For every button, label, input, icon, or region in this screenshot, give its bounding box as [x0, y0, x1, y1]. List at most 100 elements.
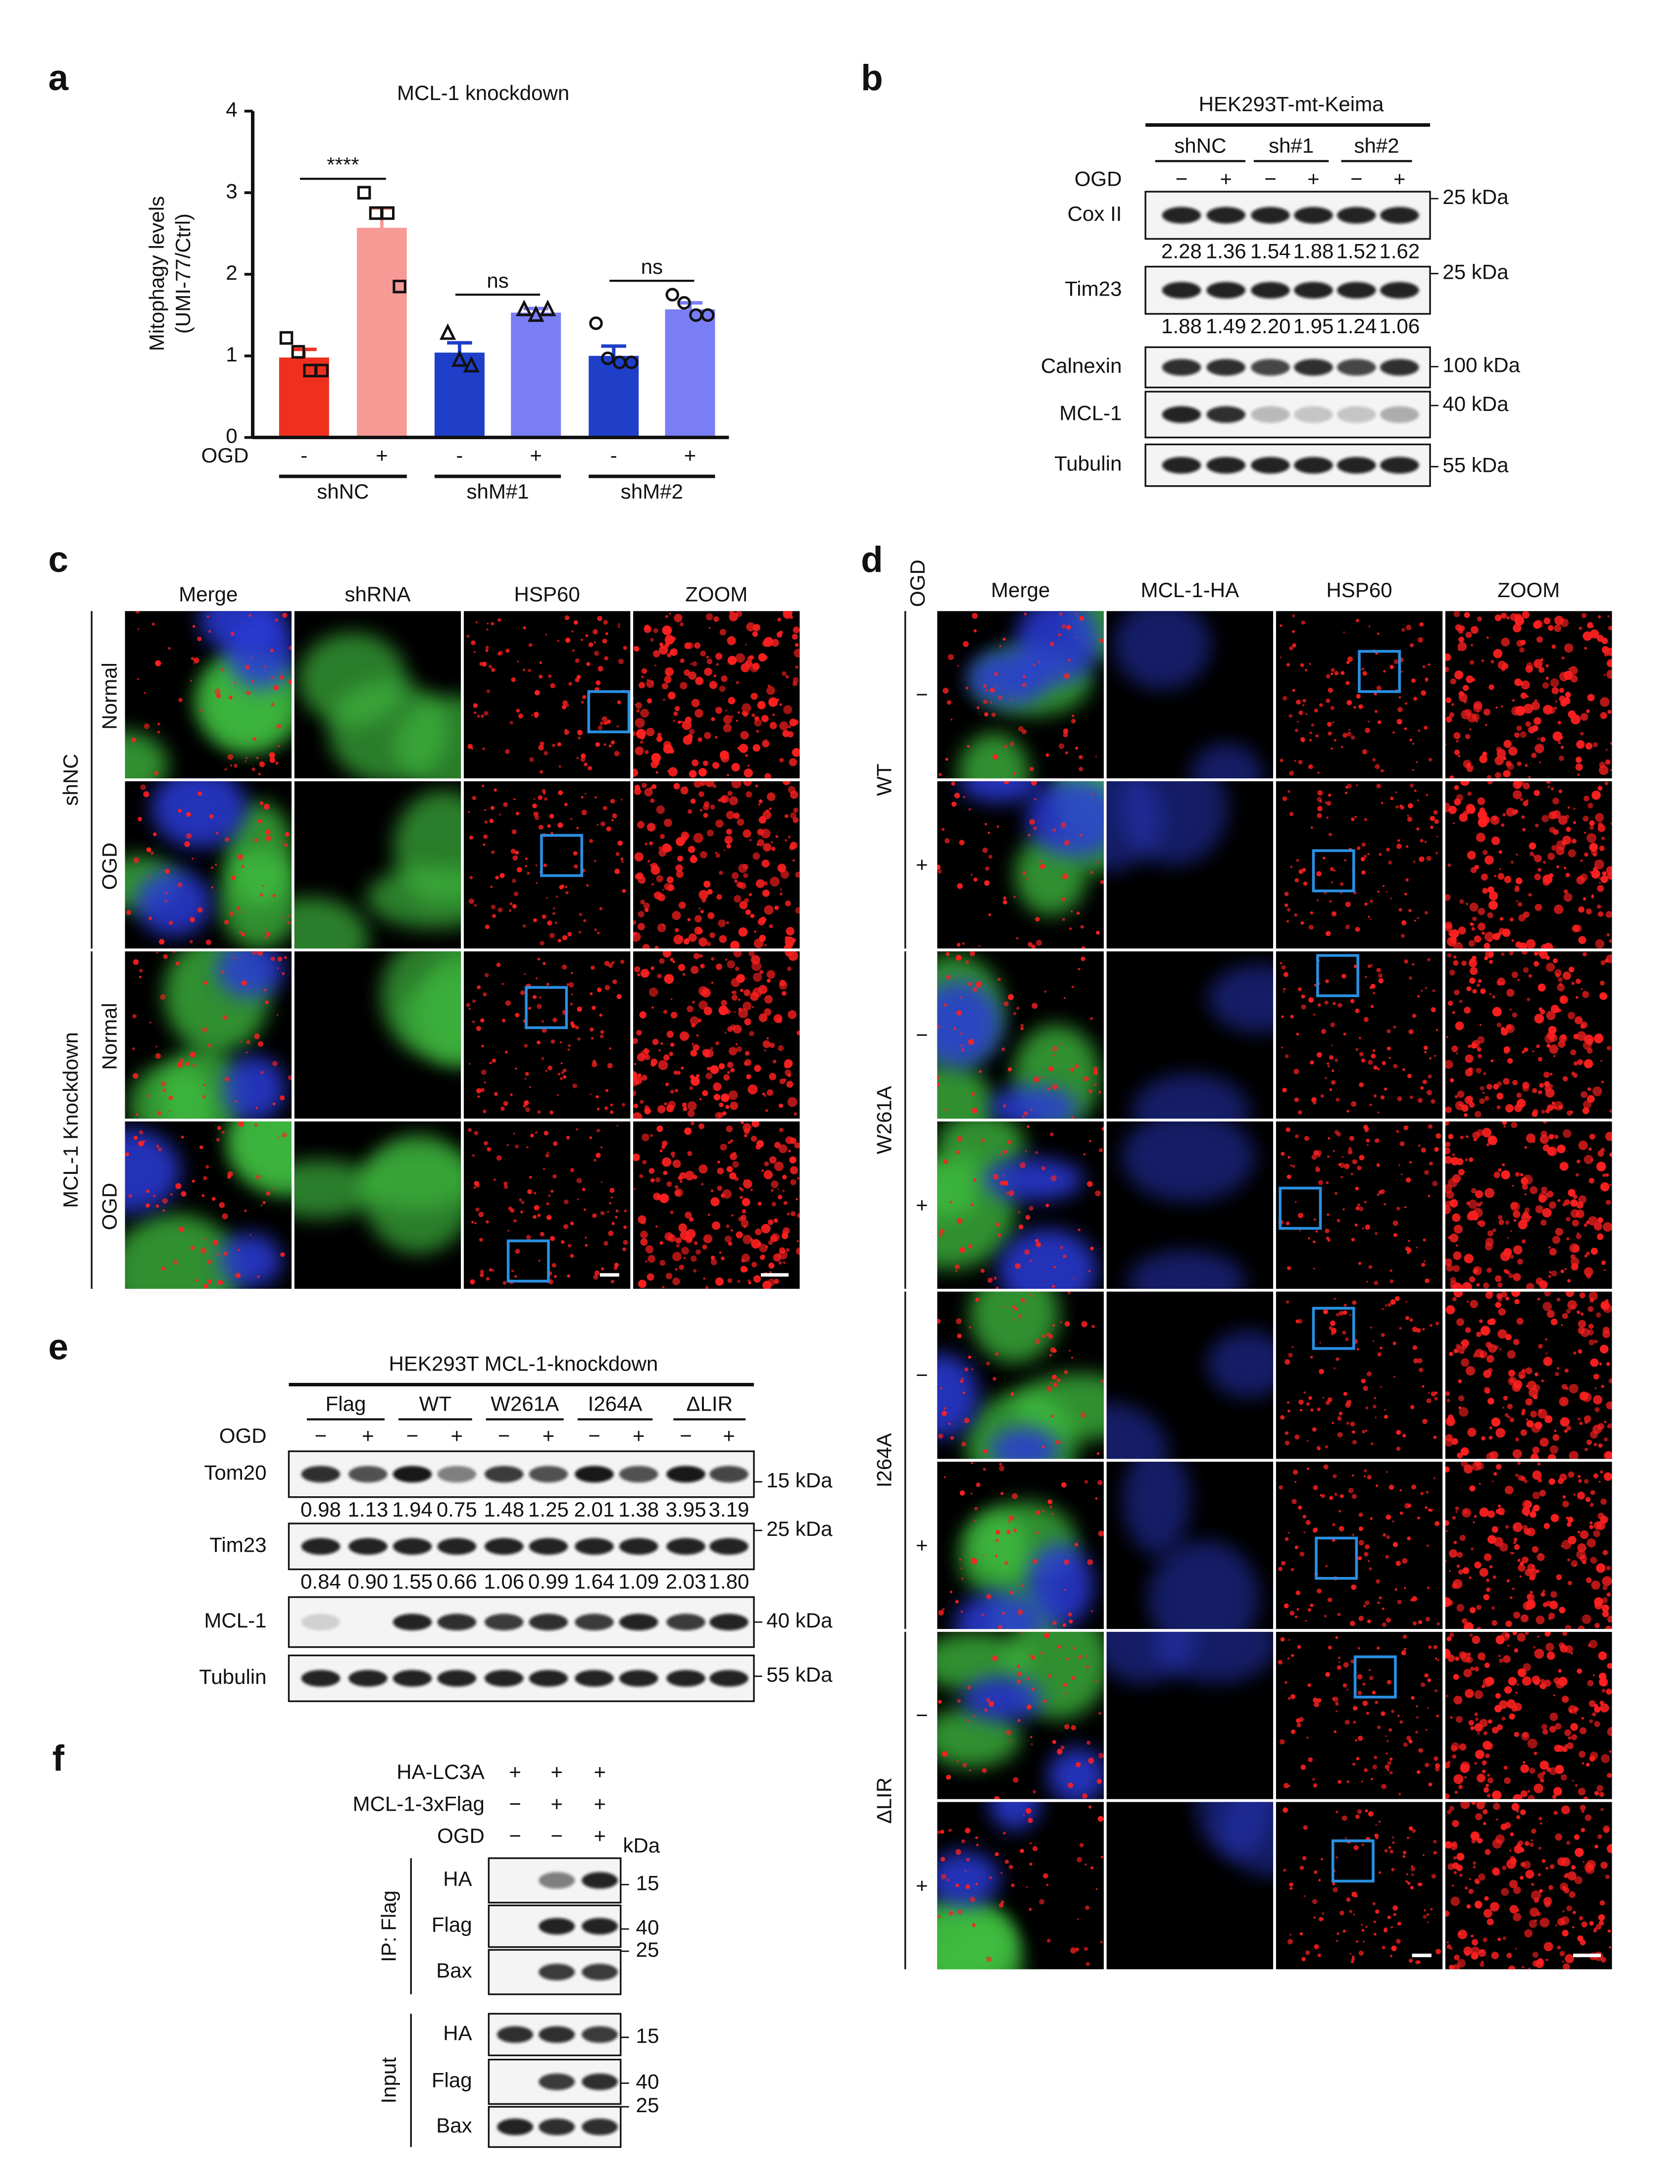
- speckle: [611, 1221, 615, 1225]
- speckle: [962, 942, 965, 945]
- speckle: [1537, 1635, 1539, 1638]
- speckle: [1523, 967, 1529, 973]
- speckle: [1544, 1631, 1551, 1637]
- speckle: [1059, 612, 1063, 616]
- speckle: [1319, 1342, 1321, 1344]
- speckle: [946, 974, 951, 980]
- speckle: [485, 646, 489, 650]
- speckle: [1502, 813, 1506, 816]
- speckle: [698, 768, 707, 777]
- band: [1162, 406, 1201, 423]
- speckle: [550, 1190, 554, 1193]
- speckle: [1524, 1047, 1529, 1052]
- speckle: [657, 923, 666, 932]
- speckle: [1483, 1594, 1489, 1601]
- speckle: [646, 727, 655, 737]
- speckle: [168, 647, 171, 650]
- speckle: [716, 894, 722, 900]
- speckle: [617, 840, 623, 846]
- speckle: [1482, 1091, 1485, 1094]
- speckle: [1577, 1491, 1585, 1500]
- speckle: [1306, 1440, 1309, 1442]
- cell-signal: [199, 611, 284, 652]
- speckle: [955, 1270, 958, 1272]
- cell-signal: [294, 1160, 381, 1218]
- speckle: [1600, 1703, 1609, 1713]
- speckle: [1385, 1752, 1388, 1755]
- speckle: [1084, 1947, 1088, 1951]
- speckle: [1042, 1510, 1044, 1512]
- speckle: [1514, 732, 1520, 738]
- speckle: [1546, 1011, 1556, 1020]
- speckle: [1564, 1429, 1568, 1433]
- speckle: [1355, 927, 1360, 932]
- speckle: [642, 881, 644, 883]
- group-label: shM#1: [466, 480, 529, 503]
- speckle: [1284, 892, 1289, 896]
- speckle: [486, 1220, 489, 1224]
- speckle: [1608, 1378, 1612, 1384]
- speckle: [1361, 1780, 1363, 1783]
- speckle: [767, 978, 771, 983]
- speckle: [655, 771, 658, 774]
- speckle: [1051, 1513, 1054, 1516]
- speckle: [1520, 640, 1526, 645]
- speckle: [1386, 1046, 1391, 1051]
- speckle: [1490, 660, 1494, 664]
- speckle: [1459, 625, 1465, 631]
- speckle: [1580, 1312, 1584, 1316]
- speckle: [984, 880, 990, 886]
- speckle: [507, 1229, 509, 1232]
- speckle: [543, 863, 547, 867]
- speckle: [1349, 1621, 1355, 1626]
- speckle: [1591, 625, 1594, 628]
- speckle: [634, 1063, 637, 1066]
- speckle: [1434, 1055, 1436, 1057]
- speckle: [1023, 1814, 1025, 1816]
- speckle: [1307, 1683, 1311, 1687]
- speckle: [659, 1260, 666, 1266]
- speckle: [687, 1110, 695, 1117]
- speckle: [1045, 1204, 1049, 1208]
- speckle: [960, 1567, 963, 1570]
- speckle: [703, 880, 711, 888]
- speckle: [1379, 1821, 1381, 1823]
- speckle: [1568, 1580, 1573, 1585]
- speckle: [1290, 1729, 1296, 1734]
- speckle: [640, 1100, 644, 1104]
- speckle: [603, 1241, 608, 1246]
- speckle: [1024, 612, 1027, 615]
- speckle: [192, 625, 196, 628]
- micrograph-bg: [1276, 1462, 1443, 1629]
- speckle: [772, 1060, 777, 1064]
- speckle: [1553, 1787, 1562, 1796]
- speckle: [653, 628, 658, 633]
- speckle: [621, 860, 624, 863]
- speckle: [1367, 964, 1371, 968]
- speckle: [552, 1174, 557, 1179]
- speckle: [1425, 1278, 1430, 1283]
- speckle: [486, 689, 491, 693]
- speckle: [1029, 1293, 1032, 1296]
- speckle: [1564, 1369, 1569, 1373]
- column-header: Merge: [991, 578, 1050, 602]
- speckle: [1405, 1880, 1408, 1883]
- speckle: [1590, 1358, 1599, 1367]
- speckle: [983, 684, 987, 688]
- speckle: [1593, 1521, 1602, 1530]
- speckle: [1458, 693, 1468, 702]
- speckle: [1308, 997, 1314, 1003]
- speckle: [1517, 1559, 1521, 1562]
- cell-signal: [1148, 1540, 1260, 1629]
- speckle: [1560, 1417, 1570, 1427]
- micrograph-content: [633, 1121, 800, 1289]
- speckle: [1430, 1509, 1433, 1512]
- speckle: [1292, 1469, 1298, 1475]
- speckle: [1506, 1257, 1509, 1260]
- speckle: [1487, 912, 1493, 918]
- speckle: [1433, 1435, 1437, 1439]
- speckle: [548, 674, 552, 678]
- speckle: [1594, 1387, 1597, 1389]
- speckle: [768, 697, 778, 707]
- speckle: [633, 1188, 636, 1190]
